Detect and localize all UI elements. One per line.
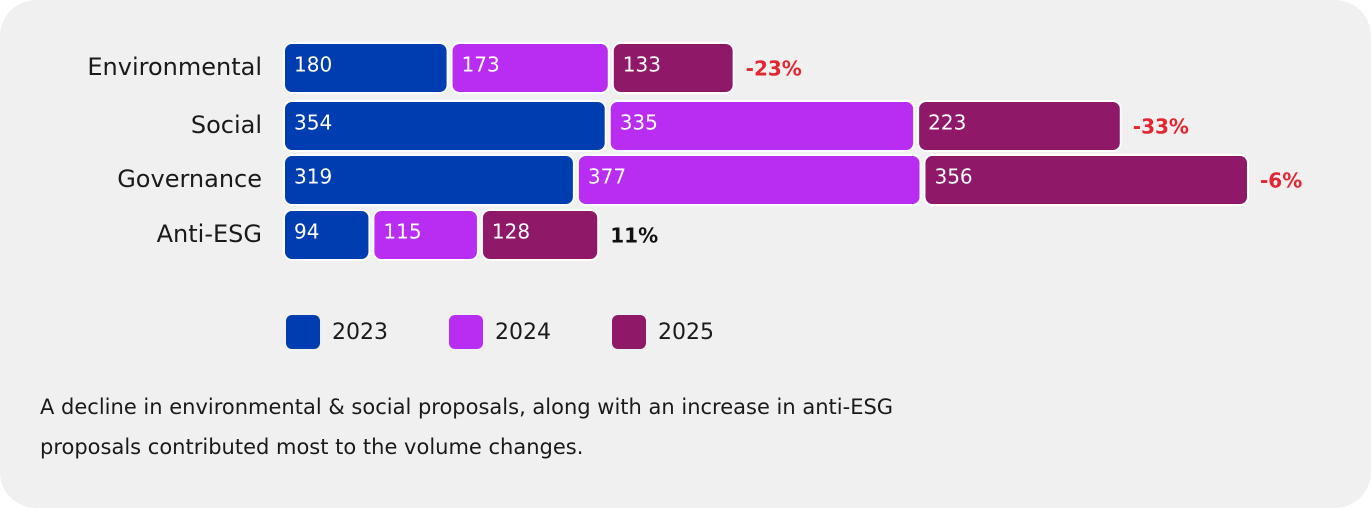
bar-segment (283, 154, 575, 206)
value-label: 356 (934, 165, 972, 189)
legend-swatch (612, 315, 646, 349)
change-label: -6% (1260, 169, 1302, 193)
bar-segment (283, 209, 371, 261)
value-label: 133 (623, 53, 661, 77)
caption: A decline in environmental & social prop… (40, 395, 894, 459)
category-label: Social (191, 111, 262, 139)
change-label: 11% (610, 224, 658, 248)
change-label: -23% (746, 57, 802, 81)
bar-segment (608, 100, 916, 152)
bar-segment (917, 100, 1122, 152)
bar-segment (450, 42, 610, 94)
bar-segment (283, 42, 449, 94)
value-label: 354 (294, 111, 332, 135)
category-label: Governance (117, 165, 262, 193)
bar-segment (480, 209, 600, 261)
legend-label: 2025 (658, 320, 714, 345)
bar-segment (576, 154, 922, 206)
legend-swatch (286, 315, 320, 349)
value-label: 377 (588, 165, 626, 189)
category-label: Anti-ESG (157, 220, 262, 248)
value-label: 223 (928, 111, 966, 135)
change-label: -33% (1133, 115, 1189, 139)
value-label: 319 (294, 165, 332, 189)
bar-segment (372, 209, 479, 261)
legend-swatch (449, 315, 483, 349)
value-label: 94 (294, 220, 319, 244)
legend-label: 2024 (495, 320, 551, 345)
value-label: 180 (294, 53, 332, 77)
value-label: 115 (383, 220, 421, 244)
bar-segment (283, 100, 607, 152)
value-label: 173 (462, 53, 500, 77)
value-label: 128 (492, 220, 530, 244)
bar-segment (923, 154, 1249, 206)
category-label: Environmental (87, 53, 262, 81)
value-label: 335 (620, 111, 658, 135)
legend-label: 2023 (332, 320, 388, 345)
bar-segment (611, 42, 735, 94)
